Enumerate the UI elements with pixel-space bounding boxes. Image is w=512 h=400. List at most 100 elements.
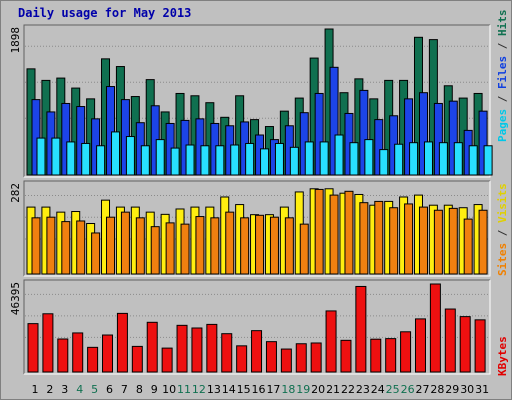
bar-files-day-31 (478, 110, 488, 176)
bar-pages-day-19 (304, 141, 314, 176)
x-tick-label-day-16: 16 (252, 383, 266, 396)
bar-sites-day-25 (389, 207, 399, 275)
legend-part: Sites (496, 243, 509, 276)
bar-sites-day-2 (46, 216, 56, 275)
bar-pages-day-5 (96, 145, 106, 176)
bar-sites-day-19 (299, 223, 309, 275)
bar-sites-day-4 (76, 220, 86, 275)
bar-kbytes-day-13 (206, 323, 218, 373)
bar-sites-day-20 (314, 188, 324, 275)
bar-pages-day-27 (423, 141, 433, 176)
bar-kbytes-day-6 (102, 334, 114, 373)
bar-sites-day-16 (255, 214, 265, 275)
bar-sites-day-11 (180, 223, 190, 275)
bar-pages-day-14 (230, 144, 240, 176)
bar-kbytes-day-3 (57, 338, 69, 373)
bar-kbytes-day-27 (414, 318, 426, 373)
bar-files-day-27 (418, 92, 428, 176)
bar-pages-day-30 (468, 145, 478, 176)
y-max-label-top-panel: 1898 (9, 27, 22, 54)
bar-pages-day-21 (334, 134, 344, 176)
x-tick-label-day-17: 17 (266, 383, 280, 396)
panel-light-edge (24, 280, 491, 375)
bar-sites-day-21 (329, 194, 339, 275)
bar-kbytes-day-28 (429, 283, 441, 373)
bar-pages-day-26 (409, 142, 419, 176)
bar-sites-day-24 (374, 200, 384, 275)
panel-light-edge (24, 25, 491, 178)
bar-kbytes-day-31 (474, 319, 486, 373)
x-tick-label-day-25: 25 (386, 383, 400, 396)
bar-kbytes-day-23 (355, 285, 367, 373)
x-tick-label-day-10: 10 (162, 383, 176, 396)
legend-part: Pages (496, 109, 509, 142)
bar-pages-day-3 (66, 141, 76, 176)
x-tick-label-day-12: 12 (192, 383, 206, 396)
bar-sites-day-27 (418, 206, 428, 275)
bar-pages-day-24 (379, 149, 389, 176)
bar-sites-day-7 (120, 211, 130, 275)
bar-sites-day-5 (91, 232, 101, 275)
bar-kbytes-day-26 (400, 331, 412, 373)
x-tick-label-day-11: 11 (177, 383, 191, 396)
legend-part: KBytes (496, 336, 509, 376)
x-tick-label-day-6: 6 (106, 383, 113, 396)
bar-sites-day-6 (106, 216, 116, 275)
legend-part: / (496, 36, 509, 56)
x-tick-label-day-22: 22 (341, 383, 355, 396)
x-tick-label-day-1: 1 (32, 383, 39, 396)
bar-sites-day-10 (165, 222, 175, 275)
bar-sites-day-14 (225, 211, 235, 275)
bar-kbytes-day-21 (325, 310, 337, 373)
bar-pages-day-20 (319, 141, 329, 176)
bar-pages-day-13 (215, 145, 225, 176)
x-tick-label-day-9: 9 (151, 383, 158, 396)
bar-kbytes-day-5 (87, 346, 99, 373)
bar-kbytes-day-20 (310, 342, 322, 373)
bar-sites-day-3 (61, 221, 71, 275)
bar-pages-day-2 (51, 137, 61, 176)
x-tick-label-day-21: 21 (326, 383, 340, 396)
bar-kbytes-day-18 (280, 348, 292, 373)
bar-pages-day-4 (81, 142, 91, 176)
bar-files-day-29 (448, 100, 458, 176)
panel-1 (23, 24, 493, 178)
x-tick-label-day-14: 14 (222, 383, 236, 396)
bar-files-day-26 (404, 98, 414, 176)
bar-sites-day-31 (478, 209, 488, 275)
panel-shadow-edge (23, 180, 490, 276)
bar-pages-day-28 (438, 142, 448, 176)
bar-pages-day-18 (289, 146, 299, 176)
bar-files-day-28 (433, 102, 443, 176)
bar-pages-day-15 (245, 142, 255, 176)
bar-kbytes-day-15 (236, 345, 248, 373)
x-tick-label-day-8: 8 (136, 383, 143, 396)
bar-sites-day-15 (240, 217, 250, 275)
y-max-label-middle-panel: 282 (9, 183, 22, 203)
bar-sites-day-12 (195, 216, 205, 275)
x-tick-label-day-30: 30 (460, 383, 474, 396)
bar-pages-day-12 (200, 145, 210, 176)
x-tick-label-day-13: 13 (207, 383, 221, 396)
legend-part: / (496, 89, 509, 109)
bar-files-day-4 (76, 106, 86, 176)
x-tick-label-day-3: 3 (61, 383, 68, 396)
bar-sites-day-13 (210, 217, 220, 275)
bar-kbytes-day-1 (27, 323, 39, 373)
legend-part: Visits (496, 183, 509, 223)
legend-part: Hits (496, 10, 509, 37)
bar-pages-day-16 (260, 148, 270, 176)
bar-kbytes-day-11 (176, 324, 188, 373)
bar-kbytes-day-10 (161, 347, 173, 373)
x-tick-label-day-20: 20 (311, 383, 325, 396)
bar-pages-day-25 (394, 143, 404, 176)
legend-part: Files (496, 56, 509, 89)
bar-kbytes-day-17 (265, 341, 277, 373)
x-tick-label-day-29: 29 (445, 383, 459, 396)
bar-kbytes-day-8 (131, 345, 143, 373)
bar-kbytes-day-24 (370, 338, 382, 373)
bar-files-day-23 (359, 89, 369, 176)
x-tick-label-day-19: 19 (296, 383, 310, 396)
bar-sites-day-23 (359, 202, 369, 275)
